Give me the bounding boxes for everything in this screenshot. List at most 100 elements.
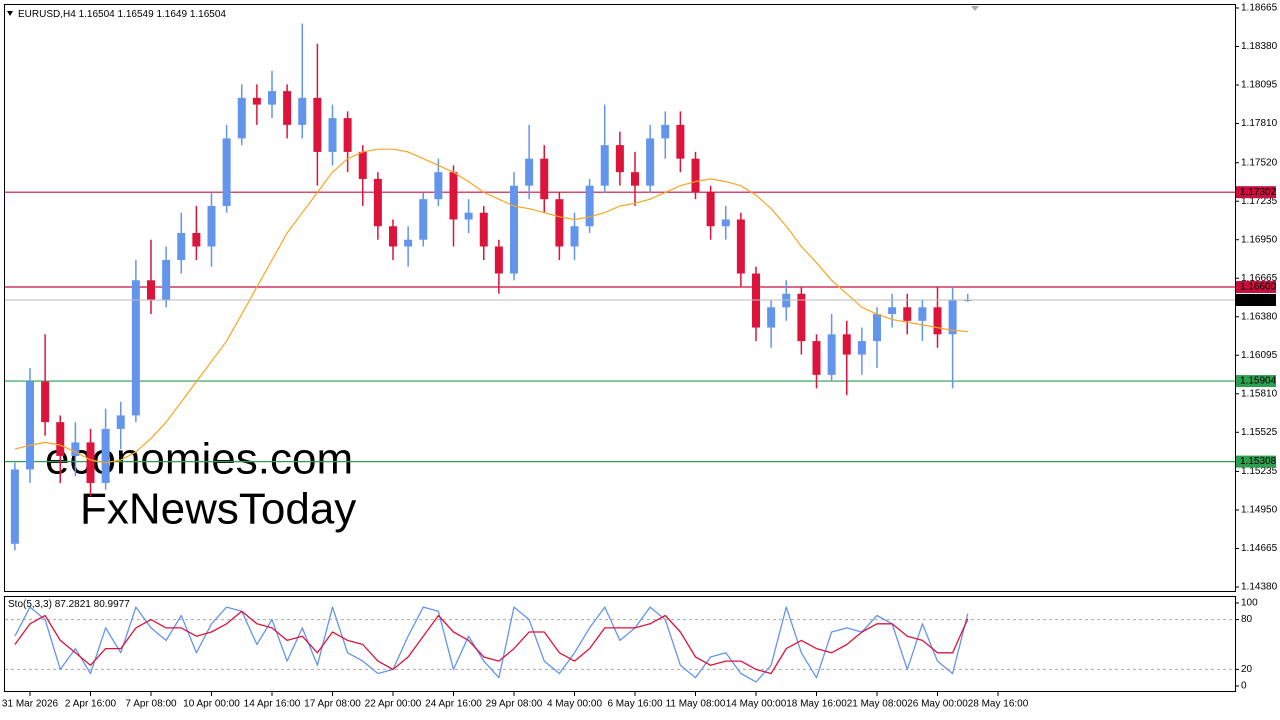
indicator-title: Sto(5,3,3) 87.2821 80.9977 — [8, 599, 130, 610]
candle-body — [736, 219, 745, 274]
price-label: 1.16504 — [1240, 295, 1277, 306]
shift-marker[interactable] — [971, 6, 979, 11]
candle-body — [585, 185, 594, 227]
candle-body — [207, 205, 216, 247]
y-tick-label: 100 — [1241, 598, 1258, 609]
y-tick-label: 1.14665 — [1241, 543, 1278, 554]
y-tick-label: 1.17520 — [1241, 157, 1278, 168]
candle-body — [404, 239, 413, 247]
candle-body — [752, 273, 760, 328]
watermark-text: FxNewsToday — [80, 485, 356, 534]
level-label-bg — [1236, 186, 1276, 199]
candle-body — [162, 260, 171, 301]
candle-body — [721, 219, 730, 227]
k-value: 87.2821 — [55, 599, 92, 610]
candle-body — [434, 172, 443, 200]
y-tick-label: 0 — [1241, 681, 1247, 692]
candle-body — [298, 97, 307, 125]
candle-body — [812, 341, 821, 375]
candle-body — [555, 199, 564, 247]
x-tick-label: 26 May 00:00 — [907, 699, 968, 710]
candle-body — [268, 91, 276, 105]
y-tick-label: 1.17810 — [1241, 118, 1278, 129]
candle-body — [570, 226, 579, 247]
y-tick-label: 1.16950 — [1241, 234, 1278, 245]
menu-arrow[interactable] — [7, 11, 13, 16]
candle-body — [767, 307, 776, 328]
x-tick-label: 28 May 16:00 — [968, 699, 1029, 710]
candle-body — [948, 300, 957, 335]
candle-body — [782, 293, 791, 308]
y-tick-label: 1.15235 — [1241, 466, 1278, 477]
candle-body — [373, 178, 382, 227]
candle-body — [525, 158, 534, 186]
candle-body — [827, 334, 836, 375]
candle-body — [494, 246, 503, 274]
ohlc-open: 1.16504 — [79, 9, 116, 20]
symbol: EURUSD,H4 — [18, 9, 76, 20]
candle-body — [26, 381, 34, 470]
candle-body — [933, 307, 942, 335]
y-tick-label: 80 — [1241, 614, 1253, 625]
x-tick-label: 4 May 00:00 — [547, 699, 602, 710]
candle-body — [646, 138, 655, 186]
watermark-text: economies.com — [45, 435, 353, 484]
level-label: 1.16600 — [1240, 282, 1277, 293]
x-tick-label: 31 Mar 2026 — [2, 699, 59, 710]
candle-body — [857, 341, 866, 355]
level-label-bg — [1236, 455, 1276, 468]
candle-body — [131, 280, 140, 416]
level-label: 1.15308 — [1240, 456, 1277, 467]
candle-body — [464, 212, 473, 220]
candle-body — [419, 199, 428, 240]
candle-body — [540, 158, 549, 200]
x-tick-label: 18 May 16:00 — [786, 699, 847, 710]
x-tick-label: 22 Apr 00:00 — [365, 699, 422, 710]
y-tick-label: 1.16095 — [1241, 350, 1278, 361]
candle-body — [147, 280, 155, 301]
x-tick-label: 14 May 00:00 — [726, 699, 787, 710]
candle-body — [903, 307, 912, 321]
watermark: economies.com FxNewsToday — [45, 435, 356, 534]
candle-body — [661, 124, 670, 139]
level-label-bg — [1236, 375, 1276, 388]
candle-body — [192, 232, 201, 247]
y-tick-label: 1.16380 — [1241, 311, 1278, 322]
candle-body — [706, 192, 715, 227]
y-tick-label: 1.15525 — [1241, 427, 1278, 438]
x-tick-label: 6 May 16:00 — [607, 699, 662, 710]
candle-body — [237, 97, 246, 139]
price-label-bg — [1236, 293, 1276, 306]
x-tick-label: 7 Apr 08:00 — [125, 699, 177, 710]
candle-body — [283, 91, 292, 125]
candle-body — [676, 124, 685, 159]
candle-body — [222, 138, 231, 206]
x-tick-label: 29 Apr 08:00 — [486, 699, 543, 710]
candle-body — [389, 226, 397, 247]
y-tick-label: 1.17235 — [1241, 196, 1278, 207]
symbol-title: EURUSD,H4 1.16504 1.16549 1.1649 1.16504 — [18, 9, 226, 20]
x-tick-label: 24 Apr 16:00 — [425, 699, 482, 710]
candle-body — [358, 151, 367, 179]
candle-body — [631, 172, 639, 186]
y-tick-label: 1.14950 — [1241, 505, 1278, 516]
y-tick-label: 1.18665 — [1241, 3, 1278, 14]
candle-body — [101, 428, 110, 483]
candle-body — [615, 145, 624, 173]
candle-body — [56, 422, 65, 456]
main-frame — [4, 4, 1236, 592]
level-label: 1.15904 — [1240, 376, 1277, 387]
y-tick-label: 1.18095 — [1241, 80, 1278, 91]
sub-frame — [4, 596, 1236, 692]
x-tick-label: 2 Apr 16:00 — [65, 699, 117, 710]
candle-body — [449, 172, 458, 220]
candle-body — [797, 293, 806, 342]
ohlc-high: 1.16549 — [118, 9, 155, 20]
candle-body — [10, 469, 19, 544]
y-tick-label: 20 — [1241, 664, 1253, 675]
y-tick-label: 1.14380 — [1241, 582, 1278, 593]
candle-body — [177, 232, 186, 261]
candle-body — [691, 158, 700, 193]
